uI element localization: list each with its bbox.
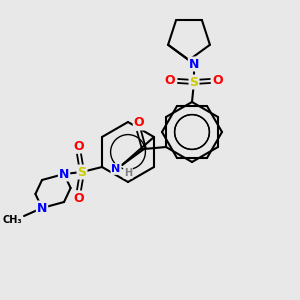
Text: N: N [111, 164, 121, 174]
Text: S: S [190, 76, 199, 88]
Text: O: O [165, 74, 175, 88]
Text: O: O [134, 116, 144, 130]
Text: CH₃: CH₃ [2, 215, 22, 225]
Text: N: N [189, 58, 199, 70]
Text: H: H [124, 168, 132, 178]
Text: N: N [37, 202, 47, 214]
Text: O: O [74, 191, 84, 205]
Text: O: O [74, 140, 84, 152]
Text: N: N [59, 167, 69, 181]
Text: O: O [213, 74, 223, 88]
Text: S: S [77, 166, 86, 178]
